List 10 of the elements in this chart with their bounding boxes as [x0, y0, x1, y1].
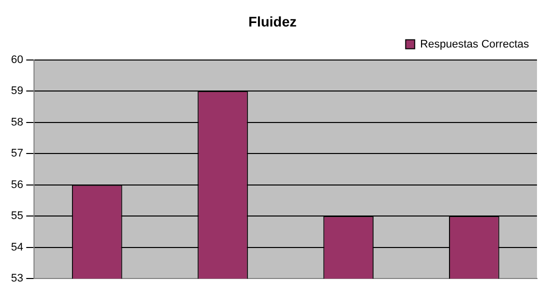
y-tick-label: 53	[10, 272, 24, 285]
y-tick-label: 54	[10, 241, 24, 254]
y-tick-label: 56	[10, 178, 24, 191]
y-tick-label: 55	[10, 210, 24, 222]
legend-label: Respuestas Correctas	[420, 38, 530, 50]
y-tick-label: 57	[10, 148, 24, 160]
y-tick-label: 59	[10, 85, 24, 98]
y-tick-label: 60	[10, 54, 24, 66]
chart-title: Fluidez	[248, 13, 297, 30]
y-tick-label: 58	[10, 116, 24, 128]
